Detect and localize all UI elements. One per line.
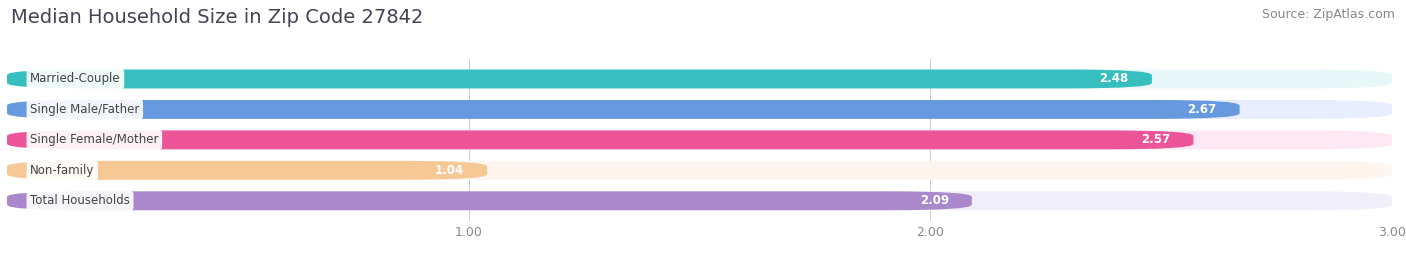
FancyBboxPatch shape: [7, 69, 1392, 89]
FancyBboxPatch shape: [7, 161, 1392, 180]
Text: 2.67: 2.67: [1188, 103, 1216, 116]
FancyBboxPatch shape: [7, 161, 486, 180]
FancyBboxPatch shape: [7, 100, 1392, 119]
Text: Single Female/Mother: Single Female/Mother: [30, 133, 159, 146]
Text: 2.57: 2.57: [1142, 133, 1170, 146]
Text: Source: ZipAtlas.com: Source: ZipAtlas.com: [1261, 8, 1395, 21]
FancyBboxPatch shape: [7, 69, 1152, 89]
FancyBboxPatch shape: [7, 191, 1392, 210]
Text: 2.48: 2.48: [1099, 72, 1129, 86]
Text: Married-Couple: Married-Couple: [30, 72, 121, 86]
Text: Median Household Size in Zip Code 27842: Median Household Size in Zip Code 27842: [11, 8, 423, 27]
FancyBboxPatch shape: [7, 130, 1392, 149]
FancyBboxPatch shape: [7, 191, 972, 210]
FancyBboxPatch shape: [7, 130, 1194, 149]
Text: 2.09: 2.09: [920, 194, 949, 207]
Text: Total Households: Total Households: [30, 194, 129, 207]
FancyBboxPatch shape: [7, 100, 1240, 119]
Text: Single Male/Father: Single Male/Father: [30, 103, 139, 116]
Text: Non-family: Non-family: [30, 164, 94, 177]
Text: 1.04: 1.04: [434, 164, 464, 177]
